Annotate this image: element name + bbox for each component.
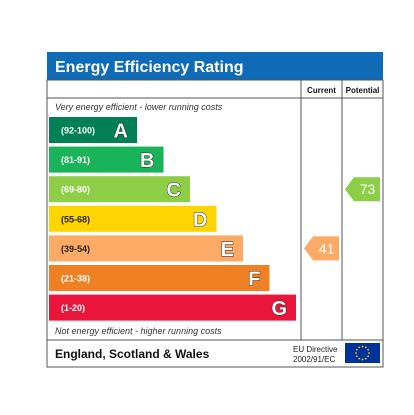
bottom-note: Not energy efficient - higher running co… xyxy=(55,326,222,336)
eu-star-icon xyxy=(361,358,364,361)
top-note: Very energy efficient - lower running co… xyxy=(55,102,223,112)
potential-rating-arrow xyxy=(345,177,380,202)
potential-rating-value: 73 xyxy=(360,181,376,197)
band-letter-b: B xyxy=(140,150,154,172)
band-e xyxy=(49,235,243,262)
band-range-b: (81-91) xyxy=(61,155,90,165)
band-range-a: (92-100) xyxy=(61,126,95,136)
rating-bands: (92-100) A (81-91) B (69-80) C (55-68) D (39-54)… xyxy=(49,117,296,321)
band-g xyxy=(49,294,296,321)
band-b xyxy=(49,146,164,173)
chart-title: Energy Efficiency Rating xyxy=(55,59,244,76)
band-range-g: (1-20) xyxy=(61,303,85,313)
band-letter-f: F xyxy=(248,269,260,291)
eu-directive-line1: EU Directive xyxy=(293,345,338,354)
band-range-c: (69-80) xyxy=(61,185,90,195)
footer-region: England, Scotland & Wales xyxy=(55,347,210,361)
current-rating-value: 41 xyxy=(319,240,335,256)
band-range-f: (21-38) xyxy=(61,274,90,284)
rating-arrows: 41 73 xyxy=(304,177,380,261)
chart-header xyxy=(47,52,383,80)
band-range-e: (39-54) xyxy=(61,244,90,254)
column-header-potential: Potential xyxy=(346,86,380,95)
eu-star-icon xyxy=(364,346,367,349)
eu-star-icon xyxy=(367,355,370,358)
band-range-d: (55-68) xyxy=(61,214,90,224)
eu-star-icon xyxy=(355,352,357,354)
footer-frame xyxy=(46,339,384,368)
eu-star-icon xyxy=(361,345,364,348)
current-rating-arrow xyxy=(304,236,339,261)
eu-star-icon xyxy=(358,357,361,360)
eu-star-icon xyxy=(368,352,370,354)
eu-star-icon xyxy=(355,355,358,358)
column-header-current: Current xyxy=(307,86,336,95)
band-letter-c: C xyxy=(167,180,181,202)
eu-directive-line2: 2002/91/EC xyxy=(293,355,335,364)
band-f xyxy=(49,265,270,291)
band-letter-a: A xyxy=(114,121,128,143)
eu-flag-background xyxy=(345,343,380,363)
band-letter-e: E xyxy=(221,239,234,261)
eu-star-icon xyxy=(364,357,367,360)
band-letter-g: G xyxy=(271,298,287,320)
eu-star-icon xyxy=(367,348,370,351)
eu-star-icon xyxy=(355,348,358,351)
band-a xyxy=(49,117,137,143)
eu-flag-icon xyxy=(345,343,380,363)
band-d xyxy=(49,205,217,232)
band-letter-d: D xyxy=(193,209,207,231)
eu-star-icon xyxy=(358,346,361,349)
band-c xyxy=(49,176,190,203)
